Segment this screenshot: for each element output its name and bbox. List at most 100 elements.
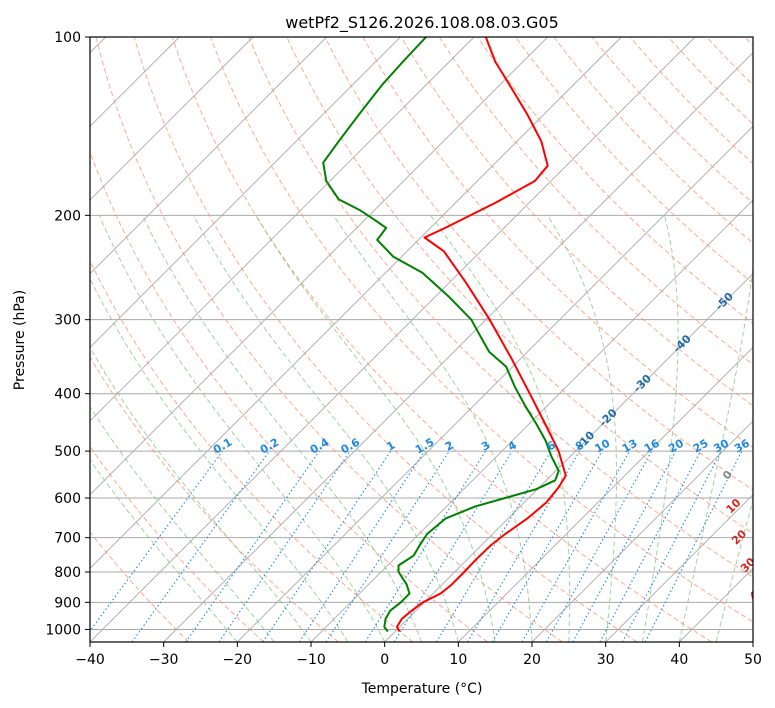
mixing-ratio-label: 0.2 xyxy=(258,436,281,457)
mixing-ratio-line xyxy=(364,450,486,642)
dry-adiabat-line xyxy=(744,37,753,47)
temperature-profile-line xyxy=(395,37,567,633)
dry-adiabat-line xyxy=(133,37,638,642)
dry-adiabat-line xyxy=(90,531,190,642)
moist-adiabat-line xyxy=(642,215,679,642)
moist-adiabat-line xyxy=(98,215,386,642)
dry-adiabat-line xyxy=(400,37,753,407)
x-tick-label: 50 xyxy=(744,652,762,668)
isotherm-line xyxy=(90,37,548,496)
moist-adiabat-line xyxy=(193,215,459,642)
y-tick-label: 900 xyxy=(54,595,81,611)
moist-adiabat-label: 40 xyxy=(747,583,767,603)
mixing-ratio-line xyxy=(185,450,320,642)
moist-adiabat-line xyxy=(678,264,753,642)
isotherm-line xyxy=(90,37,475,422)
x-axis-label: Temperature (°C) xyxy=(361,681,483,697)
x-tick-label: 30 xyxy=(597,652,615,668)
moist-adiabat-line xyxy=(90,458,238,642)
isotherm-line xyxy=(90,37,401,348)
dry-adiabat-line xyxy=(90,445,264,642)
mixing-ratio-line xyxy=(521,450,630,642)
isotherm-line xyxy=(531,420,753,642)
dry-adiabat-line xyxy=(90,356,339,642)
isotherm-line xyxy=(90,37,622,569)
mixing-ratio-line xyxy=(572,450,677,642)
mixing-ratio-label: 0.6 xyxy=(339,435,363,456)
isotherm-line xyxy=(458,346,753,642)
mixing-ratio-label: 13 xyxy=(620,437,640,456)
chart-title: wetPf2_S126.2026.108.08.03.G05 xyxy=(285,13,559,33)
dry-adiabat-label: -60 xyxy=(758,245,775,268)
y-tick-label: 700 xyxy=(54,531,81,547)
dry-adiabat-line xyxy=(515,37,753,284)
moist-adiabat-line xyxy=(141,215,422,642)
mixing-ratio-line xyxy=(621,450,722,642)
mixing-ratio-label: 25 xyxy=(691,437,711,456)
moist-adiabat-line xyxy=(90,346,312,642)
dry-adiabat-line xyxy=(171,37,712,642)
y-axis-label: Pressure (hPa) xyxy=(12,290,28,390)
moist-adiabat-line xyxy=(332,215,533,642)
dry-adiabat-line xyxy=(90,259,414,642)
dry-adiabat-line xyxy=(95,37,563,642)
mixing-ratio-line xyxy=(545,450,653,642)
mixing-ratio-line xyxy=(435,450,552,642)
y-tick-label: 600 xyxy=(54,491,81,507)
mixing-ratio-line xyxy=(218,450,351,642)
background-grid xyxy=(90,37,753,642)
dry-adiabat-line xyxy=(324,37,753,491)
x-tick-label: −20 xyxy=(223,652,253,668)
moist-adiabat-line xyxy=(255,215,496,642)
y-tick-label: 800 xyxy=(54,565,81,581)
profile-lines xyxy=(322,37,567,633)
isotherm-line xyxy=(90,37,327,275)
mixing-ratio-label: 0.1 xyxy=(211,436,234,457)
y-tick-label: 1000 xyxy=(45,622,81,638)
isotherm-line xyxy=(163,52,753,642)
dry-adiabat-label: -20 xyxy=(596,406,619,429)
moist-adiabat-line xyxy=(715,498,753,642)
dry-adiabat-label: -40 xyxy=(670,332,693,355)
mixing-ratio-line xyxy=(298,450,425,642)
plot-frame xyxy=(89,36,754,643)
mixing-ratio-line xyxy=(599,450,702,642)
x-tick-label: 0 xyxy=(380,652,389,668)
isotherm-line xyxy=(679,567,753,642)
dry-adiabat-line xyxy=(248,37,753,578)
y-tick-label: 100 xyxy=(54,30,81,46)
mixing-ratio-line xyxy=(325,450,450,642)
dry-adiabat-line xyxy=(90,150,488,642)
isotherm-line xyxy=(384,273,753,642)
dewpoint-profile-line xyxy=(322,37,560,633)
moist-adiabat-line xyxy=(547,215,617,642)
moist-adiabat-label: 10 xyxy=(724,496,744,516)
isotherm-line xyxy=(752,641,753,642)
dry-adiabat-label: -50 xyxy=(713,290,736,313)
y-tick-label: 200 xyxy=(54,208,81,224)
mixing-ratio-label: 30 xyxy=(711,436,731,455)
x-tick-label: 40 xyxy=(670,652,688,668)
y-tick-label: 300 xyxy=(54,313,81,329)
moist-adiabat-label: 20 xyxy=(729,527,749,547)
dry-adiabat-line xyxy=(438,37,753,366)
mixing-ratio-line xyxy=(491,450,603,642)
x-tick-label: 10 xyxy=(449,652,467,668)
x-tick-label: 20 xyxy=(523,652,541,668)
dry-adiabat-label: -30 xyxy=(631,372,654,395)
y-tick-label: 500 xyxy=(54,444,81,460)
mixing-ratio-label: 20 xyxy=(666,436,686,455)
dry-adiabat-line xyxy=(706,37,753,86)
mixing-ratio-label: 0.4 xyxy=(308,435,332,456)
y-tick-label: 400 xyxy=(54,387,81,403)
moist-adiabat-line xyxy=(430,215,571,642)
isotherm-line xyxy=(310,199,753,642)
mixing-ratio-line xyxy=(90,450,223,632)
mixing-ratio-label: 16 xyxy=(642,436,662,455)
isotherm-line xyxy=(237,125,753,642)
moist-adiabat-line xyxy=(90,405,275,642)
x-tick-label: −10 xyxy=(296,652,326,668)
isotherm-line xyxy=(90,37,696,642)
axes: −40 −30 −20 −10 0 10 20 30 40 50 1000 900 800 700 600 5… xyxy=(45,30,762,668)
isotherm-line xyxy=(605,494,753,642)
